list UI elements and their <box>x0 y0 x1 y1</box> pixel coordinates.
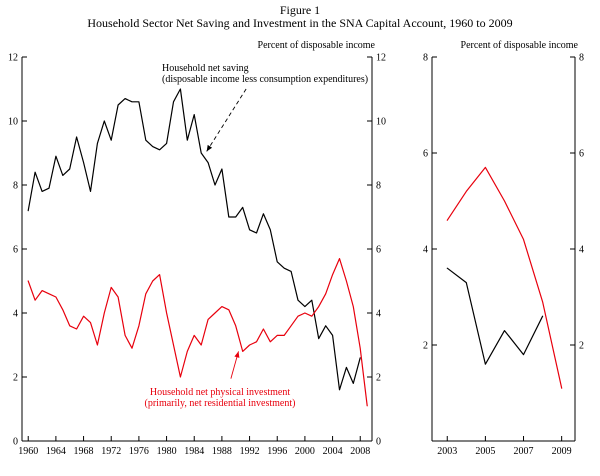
x-tick-label: 1972 <box>101 446 121 457</box>
x-tick-label: 2009 <box>552 446 572 457</box>
y-tick-label-right: 8 <box>376 181 381 192</box>
y-tick-label-left: 8 <box>423 53 428 64</box>
y-tick-label-right: 8 <box>579 53 584 64</box>
x-tick-label: 1992 <box>240 446 260 457</box>
x-tick-label: 1968 <box>74 446 94 457</box>
y-tick-label-right: 4 <box>579 245 584 256</box>
annotation-arrow-0 <box>206 88 247 152</box>
y-tick-label-left: 0 <box>13 437 18 448</box>
x-tick-label: 1980 <box>157 446 177 457</box>
y-tick-label-left: 6 <box>13 245 18 256</box>
investment-annotation-line2: (primarily, net residential investment) <box>144 398 296 409</box>
figure-title: Household Sector Net Saving and Investme… <box>87 16 513 30</box>
panel-recent: 2 2 4 4 6 6 8 8 2003 2005 2007 2009 Percent of dispo… <box>423 40 584 457</box>
axis-top-label: Percent of disposable income <box>461 40 579 51</box>
x-tick-label: 1976 <box>129 446 149 457</box>
x-tick-label: 2008 <box>350 446 370 457</box>
y-tick-label-left: 2 <box>423 341 428 352</box>
y-tick-label-left: 12 <box>8 53 18 64</box>
y-tick-label-left: 8 <box>13 181 18 192</box>
y-tick-label-right: 10 <box>376 117 386 128</box>
figure-number: Figure 1 <box>279 3 321 17</box>
y-tick-label-left: 2 <box>13 373 18 384</box>
y-tick-label-right: 12 <box>376 53 386 64</box>
x-tick-label: 1964 <box>46 446 66 457</box>
saving-annotation-line1: Household net saving <box>162 63 249 74</box>
y-tick-label-right: 4 <box>376 309 381 320</box>
panel-main: 0 0 2 2 4 4 6 6 8 8 10 10 12 12 1960 1964 1968 1972 1976 19… <box>8 40 386 457</box>
x-tick-label: 2007 <box>514 446 534 457</box>
y-tick-label-left: 4 <box>423 245 428 256</box>
y-tick-label-right: 6 <box>376 245 381 256</box>
series-line-net-saving <box>27 88 361 391</box>
saving-annotation: Household net saving (disposable income … <box>162 63 368 85</box>
x-tick-label: 2003 <box>437 446 457 457</box>
investment-annotation-line1: Household net physical investment <box>149 387 291 398</box>
y-tick-label-right: 6 <box>579 149 584 160</box>
y-tick-label-left: 6 <box>423 149 428 160</box>
y-tick-label-left: 4 <box>13 309 18 320</box>
investment-annotation: Household net physical investment (prima… <box>129 387 311 409</box>
y-tick-label-right: 2 <box>376 373 381 384</box>
annotation-arrowhead-0 <box>206 144 213 152</box>
series-line-net-physical-investment <box>446 166 563 389</box>
series-line-net-physical-investment <box>27 258 368 407</box>
x-tick-label: 2004 <box>323 446 343 457</box>
saving-annotation-line2: (disposable income less consumption expe… <box>162 74 369 85</box>
series-line-net-saving <box>446 267 544 365</box>
y-tick-label-right: 2 <box>579 341 584 352</box>
x-tick-label: 1984 <box>184 446 204 457</box>
annotation-arrowhead-1 <box>234 351 240 358</box>
x-tick-label: 1988 <box>212 446 232 457</box>
y-tick-label-left: 10 <box>8 117 18 128</box>
x-tick-label: 2005 <box>475 446 495 457</box>
y-tick-label-right: 0 <box>376 437 381 448</box>
x-tick-label: 1996 <box>267 446 287 457</box>
x-tick-label: 1960 <box>18 446 38 457</box>
x-tick-label: 2000 <box>295 446 315 457</box>
axis-top-label: Percent of disposable income <box>258 40 376 51</box>
